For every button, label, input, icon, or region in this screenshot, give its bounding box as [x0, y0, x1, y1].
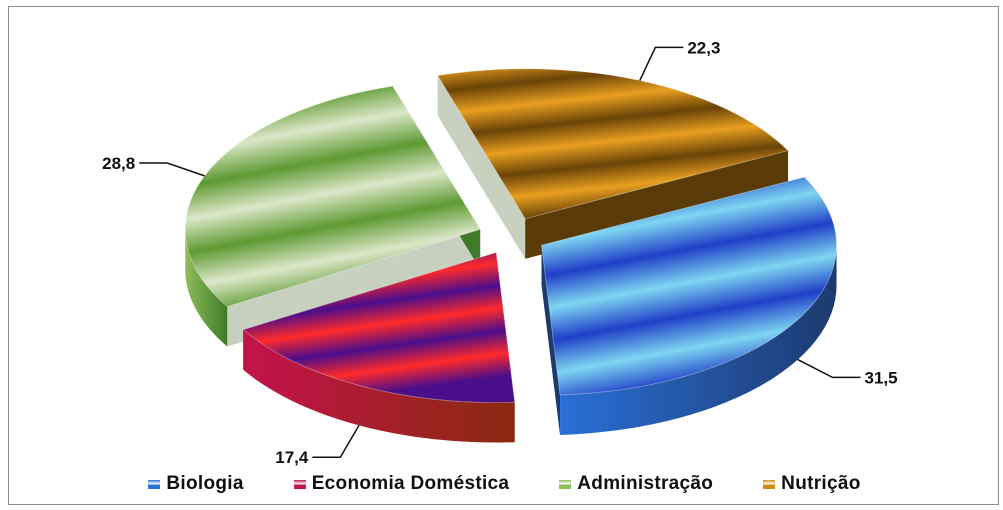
- data-label: 28,8: [102, 154, 135, 173]
- pie-slice-side-face: [525, 150, 789, 259]
- legend-swatch: [148, 479, 161, 489]
- legend-item-biologia: Biologia: [148, 473, 243, 495]
- pie-slice-nutri-o: [436, 68, 790, 220]
- data-label: 22,3: [687, 38, 720, 57]
- chart-legend: Biologia Economia Doméstica Administraçã…: [9, 469, 1000, 499]
- legend-label: Economia Doméstica: [311, 473, 510, 494]
- pie-slice-rim: [185, 229, 228, 347]
- legend-label: Nutrição: [781, 473, 861, 494]
- pie-slice-side-face: [437, 75, 526, 259]
- data-label: 17,4: [275, 448, 309, 467]
- legend-swatch: [559, 479, 572, 489]
- data-label: 31,5: [865, 368, 898, 387]
- legend-swatch: [293, 479, 306, 489]
- pie-slice-biologia: [540, 176, 838, 396]
- legend-swatch: [763, 479, 776, 489]
- leader-line: [639, 46, 684, 81]
- pie-chart: 31,5 17,4 28,8 22,3: [102, 38, 898, 467]
- legend-label: Administração: [577, 473, 714, 494]
- legend-item-administracao: Administração: [559, 473, 713, 495]
- legend-label: Biologia: [166, 473, 244, 494]
- pie-slice-rim: [560, 245, 837, 435]
- pie-slice-side-face: [541, 245, 561, 435]
- leader-line: [139, 162, 205, 177]
- chart-area: 31,5 17,4 28,8 22,3 Biologia Economia Domés…: [8, 6, 999, 505]
- leader-line: [312, 424, 360, 458]
- legend-item-economia-domestica: Economia Doméstica: [293, 473, 510, 495]
- legend-item-nutricao: Nutrição: [763, 473, 860, 495]
- pie-slice-economia-dom-stica: [242, 251, 516, 404]
- leader-line: [797, 358, 861, 379]
- pie-slice-rim: [243, 329, 515, 443]
